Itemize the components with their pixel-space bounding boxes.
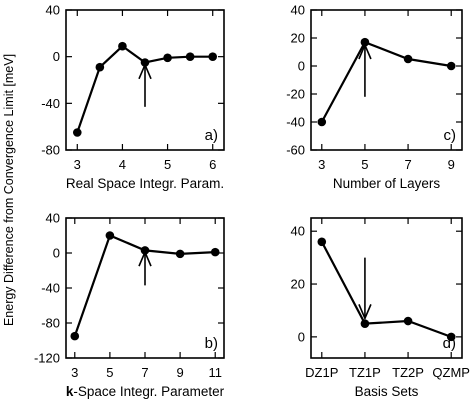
arrow-head <box>138 250 152 267</box>
x-tick-label: QZMP <box>432 365 470 380</box>
x-tick-label: 5 <box>106 365 113 380</box>
x-axis-title: k-Space Integr. Parameter <box>66 384 225 399</box>
x-tick-label: 9 <box>176 365 183 380</box>
data-point <box>118 41 127 51</box>
x-tick-label: 6 <box>209 157 216 172</box>
data-point <box>403 54 413 64</box>
y-tick-label: 40 <box>46 211 60 226</box>
x-axis-title-text: Basis Sets <box>355 384 419 399</box>
x-axis-title-text: -Space Integr. Parameter <box>73 384 224 399</box>
data-point <box>317 117 327 127</box>
y-tick-label: 0 <box>298 59 305 74</box>
x-tick-label: 9 <box>448 157 455 172</box>
y-tick-label: -80 <box>41 316 60 331</box>
data-point <box>175 249 185 259</box>
x-axis-title: Number of Layers <box>333 176 441 191</box>
data-point <box>360 319 370 328</box>
data-point <box>163 53 172 63</box>
panel-label: c) <box>444 127 457 144</box>
x-axis-title-text: Number of Layers <box>333 176 441 191</box>
y-tick-label: 20 <box>291 31 305 46</box>
arrow-head <box>358 304 372 321</box>
y-tick-label: -40 <box>286 115 305 130</box>
data-point <box>210 247 220 257</box>
data-point <box>140 58 150 67</box>
plot-frame <box>310 217 463 359</box>
y-tick-label: 0 <box>53 49 60 64</box>
x-axis-title-prefix: k <box>66 384 74 399</box>
panel-label: a) <box>205 127 218 144</box>
panel-b: -120 -80 -40 0 40 3 5 7 9 11 k-Space Integr. Param… <box>34 211 225 399</box>
plot-frame <box>65 9 225 151</box>
y-tick-label: 40 <box>46 3 60 18</box>
data-point <box>317 237 327 247</box>
y-tick-label: 40 <box>291 3 305 18</box>
y-tick-label: 40 <box>291 224 305 239</box>
y-tick-label: 0 <box>298 329 305 344</box>
x-tick-label: TZ1P <box>349 365 381 380</box>
y-tick-label: -40 <box>41 281 60 296</box>
panels: -80 -40 0 40 3 4 5 6 Real Space Integr. Param. a)… <box>34 3 470 400</box>
x-axis-title: Basis Sets <box>355 384 419 399</box>
plot-frame <box>65 217 225 359</box>
x-tick-label: 5 <box>361 157 368 172</box>
y-tick-label: -60 <box>286 143 305 158</box>
data-point <box>95 62 105 72</box>
x-tick-label: 5 <box>164 157 171 172</box>
y-tick-label: -120 <box>34 351 60 366</box>
data-point <box>446 61 456 71</box>
panel-label: d) <box>443 335 456 352</box>
y-tick-label: -80 <box>41 143 60 158</box>
x-axis-title: Real Space Integr. Param. <box>66 176 224 191</box>
panel-label: b) <box>205 335 218 352</box>
data-point <box>185 52 195 61</box>
data-point <box>446 332 456 342</box>
series-line <box>320 241 452 338</box>
data-point <box>72 128 82 137</box>
data-point <box>403 316 413 326</box>
y-tick-label: -20 <box>286 87 305 102</box>
x-tick-label: 11 <box>208 365 222 380</box>
x-tick-label: 3 <box>74 157 81 172</box>
data-point <box>105 231 115 240</box>
arrow-head <box>138 62 152 80</box>
x-tick-label: DZ1P <box>305 365 338 380</box>
data-point <box>208 52 218 61</box>
series-line <box>320 40 452 123</box>
panel-a: -80 -40 0 40 3 4 5 6 Real Space Integr. Param. a) <box>41 3 225 191</box>
y-tick-label: 0 <box>53 246 60 261</box>
x-tick-label: 3 <box>71 365 78 380</box>
plot-frame <box>310 9 463 151</box>
x-tick-label: 4 <box>119 157 126 172</box>
x-axis-title-text: Real Space Integr. Param. <box>66 176 224 191</box>
x-tick-label: 7 <box>404 157 411 172</box>
arrow-head <box>358 42 372 60</box>
panel-d: 0 20 40 DZ1P TZ1P TZ2P QZMP Basis Sets d) <box>291 217 470 399</box>
x-tick-label: 3 <box>318 157 325 172</box>
x-tick-label: 7 <box>141 365 148 380</box>
panel-c: -60 -40 -20 0 20 40 3 5 7 9 Number of Layers c) <box>286 3 463 191</box>
data-point <box>70 331 80 341</box>
y-tick-label: -40 <box>41 96 60 111</box>
data-point <box>360 37 370 47</box>
y-tick-label: 20 <box>291 277 305 292</box>
x-tick-label: TZ2P <box>392 365 424 380</box>
y-axis-label: Energy Difference from Convergence Limit… <box>2 54 16 326</box>
